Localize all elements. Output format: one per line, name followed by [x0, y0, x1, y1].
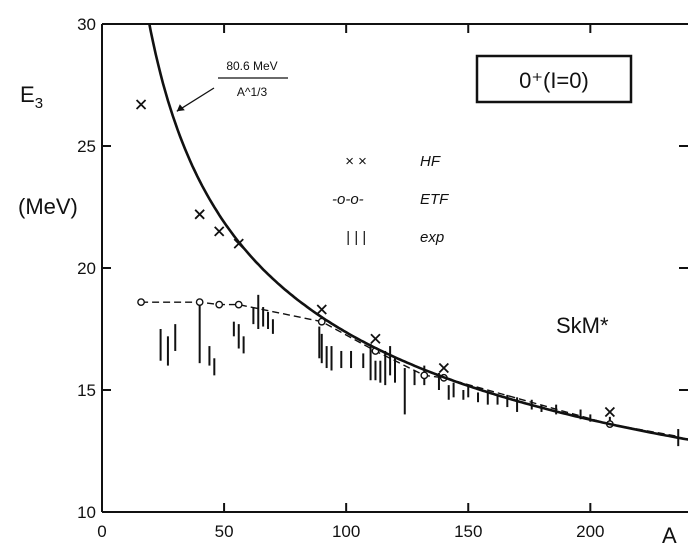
axis-ticks: 0 50 100 150 200 10 15 20 25 30	[77, 15, 688, 541]
etf-point-6	[420, 371, 429, 380]
data-layer	[135, 24, 688, 447]
legend-label-etf: ETF	[420, 191, 449, 208]
legend-label-hf: HF	[420, 153, 441, 170]
hf-point-0	[135, 99, 147, 110]
plot-frame	[101, 23, 688, 513]
hf-point-6	[438, 362, 449, 374]
x-tick-label-0: 0	[97, 522, 106, 541]
formula-numerator: 80.6 MeV	[226, 59, 277, 73]
exp-series	[159, 294, 680, 447]
y-tick-label-30: 30	[77, 15, 96, 34]
x-tick-label-100: 100	[332, 522, 360, 541]
legend-entry-hf: × × HF	[345, 153, 441, 170]
hf-point-7	[604, 406, 616, 418]
legend: × × HF -o-o- ETF | | | exp	[332, 153, 449, 246]
legend-marker-hf: × ×	[345, 153, 367, 170]
x-tick-label-50: 50	[215, 522, 234, 541]
etf-line	[141, 301, 679, 438]
hf-point-1	[194, 209, 205, 220]
formula-arrow	[176, 87, 215, 112]
hf-point-5	[370, 333, 381, 344]
etf-point-2	[215, 300, 224, 309]
state-label-box: 0⁺(I=0)	[475, 54, 633, 104]
state-label: 0⁺(I=0)	[519, 68, 589, 93]
y-axis-label: E3	[20, 82, 43, 112]
etf-point-1	[195, 298, 204, 307]
formula-curve-group	[148, 24, 688, 441]
etf-point-0	[137, 298, 145, 307]
legend-entry-etf: -o-o- ETF	[332, 191, 449, 208]
y-tick-label-15: 15	[77, 381, 96, 400]
hf-point-2	[214, 226, 225, 237]
hf-point-4	[316, 304, 327, 315]
force-label: SkM*	[556, 313, 609, 338]
y-tick-label-10: 10	[77, 503, 96, 522]
formula-denominator: A^1/3	[237, 85, 268, 99]
y-tick-label-25: 25	[77, 137, 96, 156]
y-tick-label-20: 20	[77, 259, 96, 278]
legend-marker-etf: -o-o-	[332, 191, 364, 208]
legend-marker-exp: | | |	[346, 229, 366, 246]
hf-point-3	[233, 238, 244, 249]
x-tick-label-150: 150	[454, 522, 482, 541]
legend-entry-exp: | | | exp	[346, 229, 444, 246]
hf-series	[135, 99, 616, 418]
x-tick-label-200: 200	[576, 522, 604, 541]
y-axis-unit: (MeV)	[18, 194, 78, 219]
x-axis-label: A	[662, 523, 677, 548]
formula-annotation: 80.6 MeV A^1/3	[176, 59, 288, 112]
legend-label-exp: exp	[420, 229, 444, 246]
etf-point-3	[234, 300, 243, 309]
formula-curve	[148, 24, 688, 441]
formula-arrow-head	[176, 104, 185, 112]
